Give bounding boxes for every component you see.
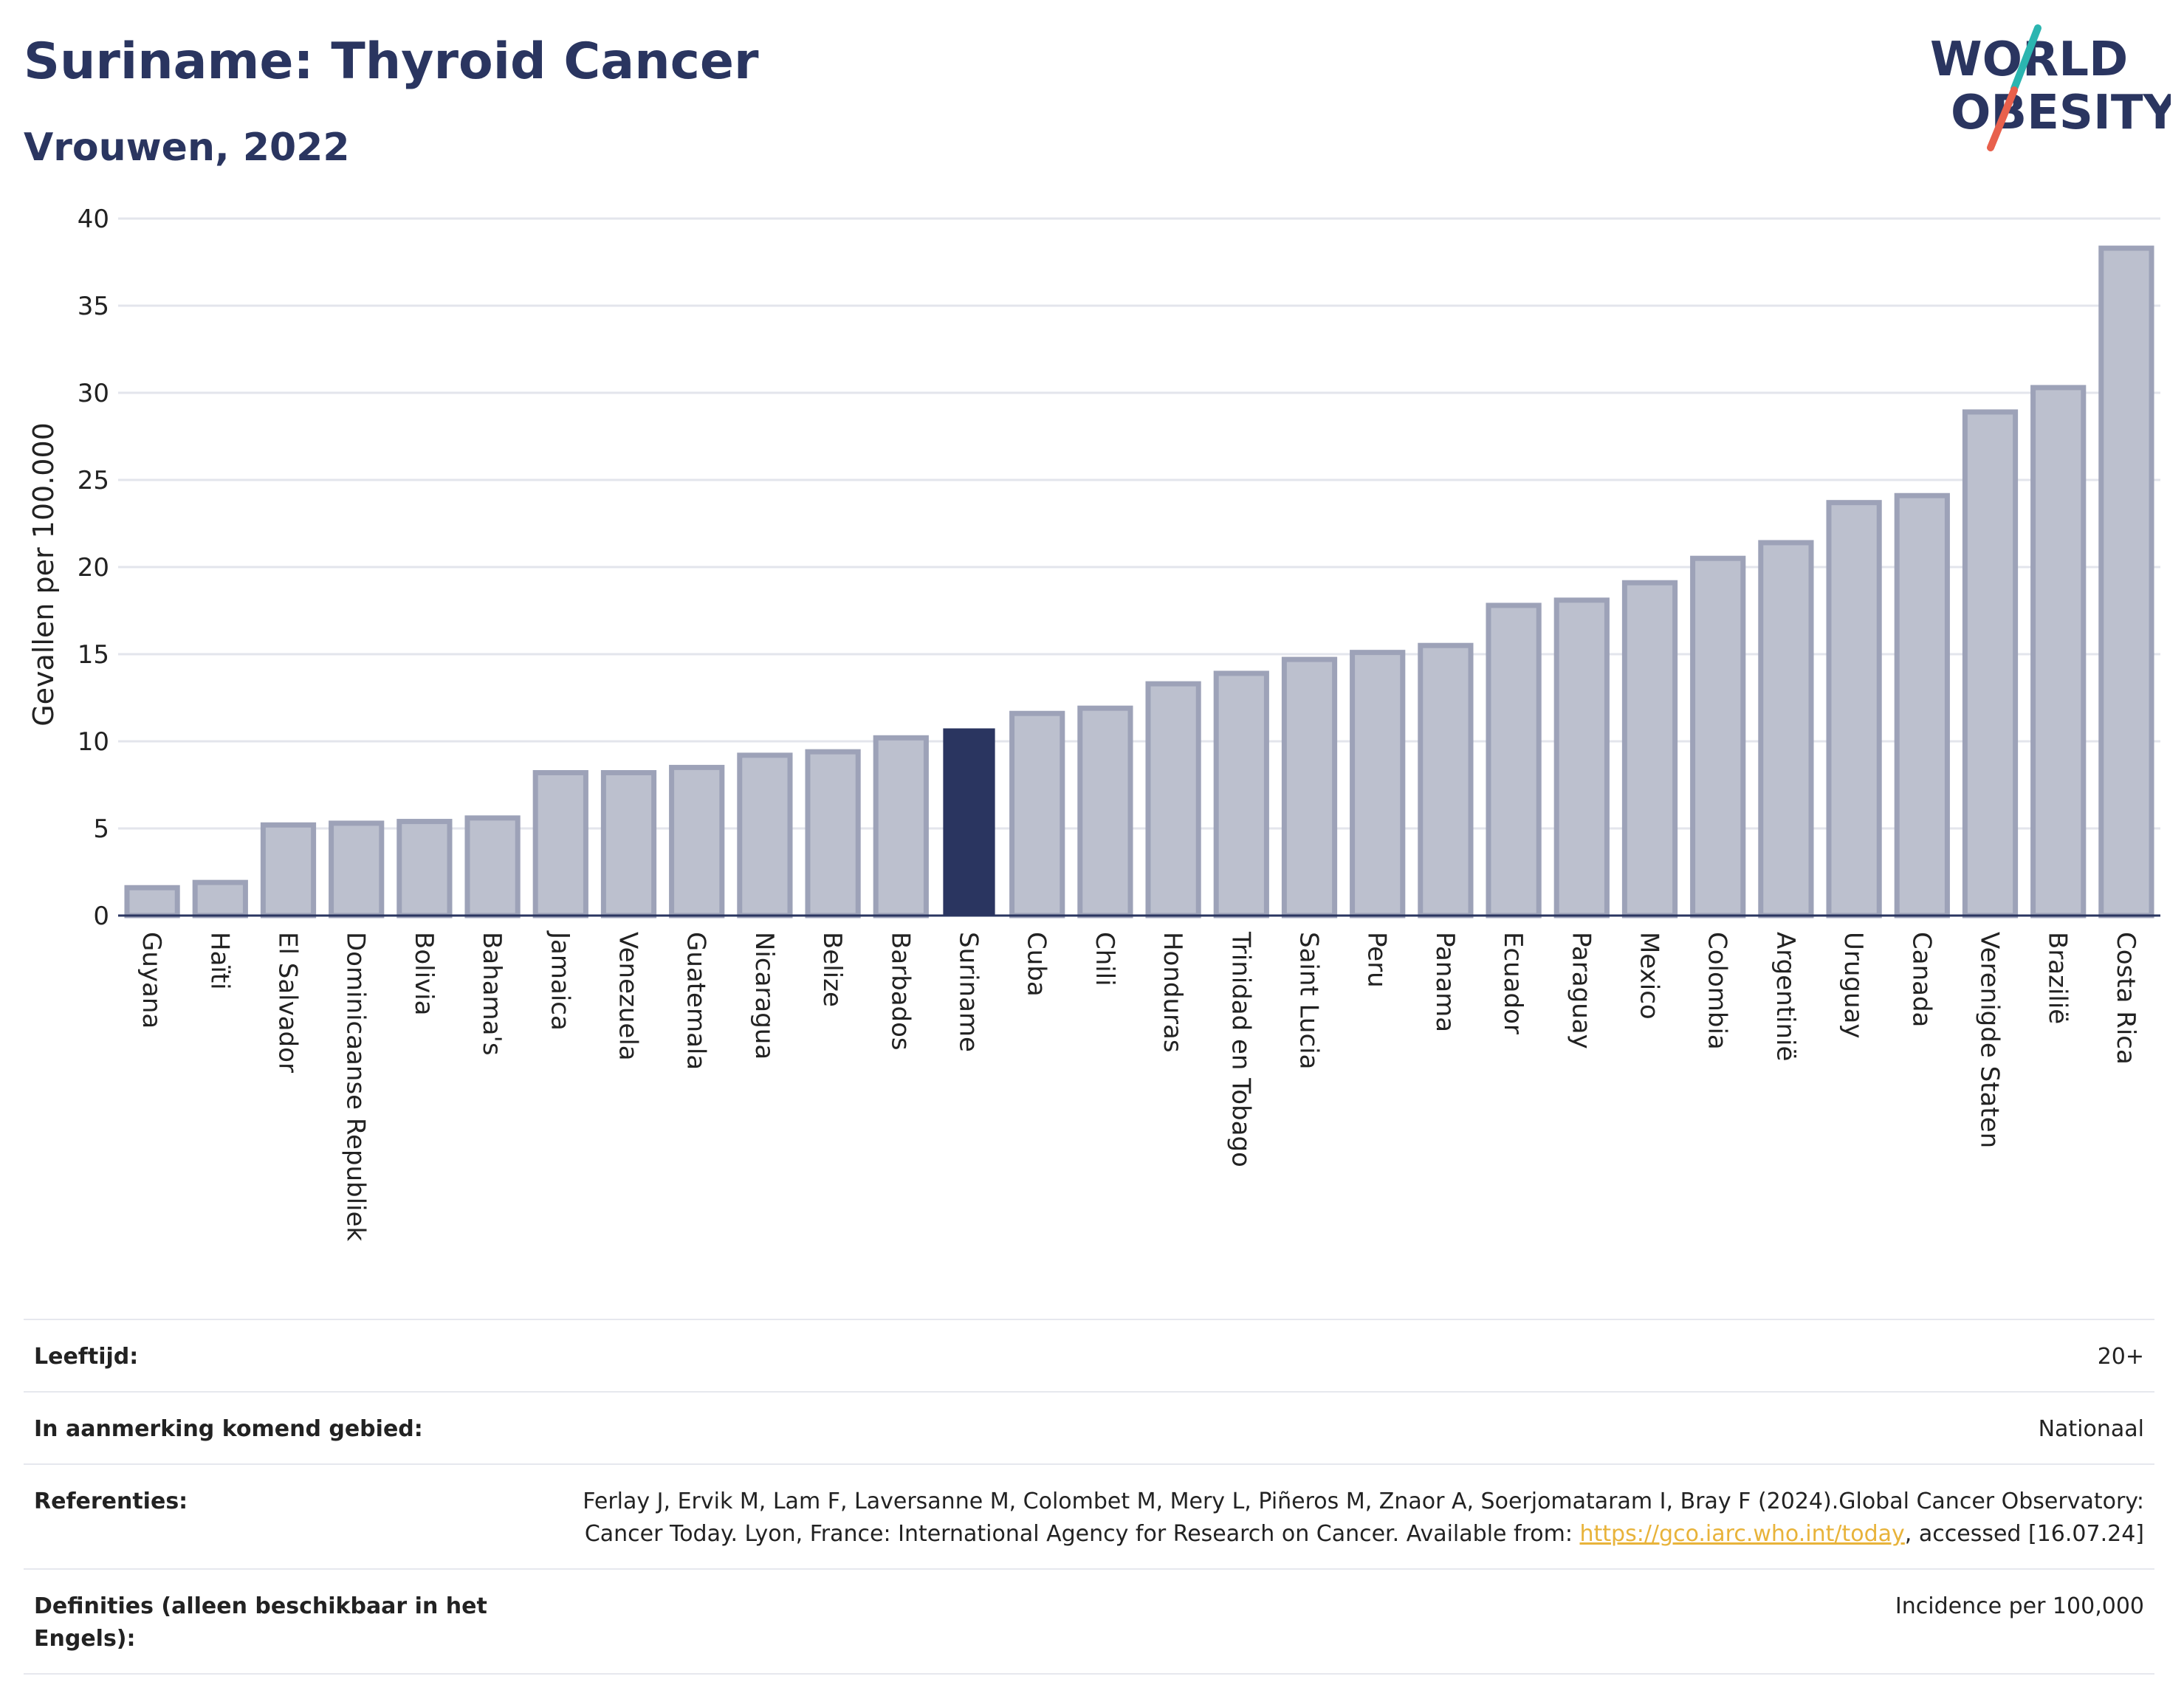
bar-brazili-: [2030, 385, 2087, 919]
meta-ref-label: Referenties:: [34, 1489, 188, 1514]
bar-bolivia: [396, 819, 453, 919]
bar-costa-rica: [2098, 245, 2154, 919]
x-tick-label: Guyana: [137, 932, 166, 1029]
bar-colombia: [1690, 555, 1746, 919]
meta-row-area: In aanmerking komend gebied: Nationaal: [24, 1391, 2154, 1463]
meta-row-definitions: Definities (alleen beschikbaar in het En…: [24, 1568, 2154, 1675]
metadata-table: Leeftijd: 20+ In aanmerking komend gebie…: [24, 1319, 2154, 1675]
bar-mexico: [1621, 580, 1678, 919]
y-tick-label: 5: [93, 814, 109, 844]
bar-nicaragua: [737, 752, 793, 919]
meta-area-label: In aanmerking komend gebied:: [34, 1416, 423, 1442]
bar-saint-lucia: [1281, 656, 1338, 919]
world-obesity-logo: WORLD OBESITY: [1930, 24, 2171, 151]
y-tick-label: 20: [78, 553, 109, 583]
x-tick-label: Paraguay: [1566, 932, 1596, 1049]
bar-verenigde-staten: [1962, 409, 2019, 919]
x-tick-label: Cuba: [1022, 932, 1051, 997]
bar-ha-ti: [192, 879, 248, 919]
bar-venezuela: [600, 769, 657, 919]
reference-link[interactable]: https://gco.iarc.who.int/today: [1579, 1521, 1905, 1547]
x-tick-label: Argentinië: [1771, 932, 1800, 1061]
x-tick-label: Guatemala: [681, 932, 711, 1070]
bar-honduras: [1145, 681, 1201, 919]
meta-area-value: Nationaal: [2038, 1416, 2144, 1442]
x-tick-label: Panama: [1430, 932, 1460, 1032]
logo-slash-teal: [2010, 24, 2042, 92]
bar-suriname: [943, 728, 995, 916]
x-tick-label: Haïti: [205, 932, 234, 990]
bar-cuba: [1009, 710, 1065, 919]
x-tick-label: Brazilië: [2043, 932, 2073, 1024]
bar-guatemala: [669, 764, 725, 919]
bar-chili: [1077, 705, 1133, 919]
y-tick-label: 15: [78, 640, 109, 670]
bar-bahama-s: [464, 815, 521, 919]
chart-subtitle: Vrouwen, 2022: [24, 126, 350, 170]
x-tick-label: Canada: [1906, 932, 1936, 1027]
y-tick-label: 0: [93, 902, 109, 931]
x-tick-label: Dominicaanse Republiek: [341, 932, 371, 1241]
y-tick-label: 40: [78, 205, 109, 234]
x-tick-label: Bolivia: [409, 932, 439, 1015]
x-tick-label: Bahama's: [477, 932, 506, 1056]
x-tick-label: Jamaica: [545, 930, 574, 1031]
bar-el-salvador: [260, 822, 317, 919]
x-tick-label: Suriname: [954, 932, 983, 1052]
meta-age-label: Leeftijd:: [34, 1344, 139, 1370]
y-tick-label: 10: [78, 727, 109, 757]
bars: [124, 245, 2154, 919]
bar-panama: [1418, 642, 1474, 919]
y-tick-label: 30: [78, 379, 109, 408]
chart-title: Suriname: Thyroid Cancer: [24, 32, 759, 91]
bar-barbados: [873, 735, 929, 919]
x-tick-label: Barbados: [885, 932, 915, 1051]
x-tick-label: Honduras: [1158, 932, 1187, 1053]
x-tick-label: Mexico: [1635, 932, 1664, 1020]
y-tick-label: 35: [78, 292, 109, 321]
bar-belize: [805, 749, 861, 919]
x-tick-label: Peru: [1362, 932, 1392, 988]
bar-uruguay: [1826, 500, 1882, 919]
x-tick-label: Trinidad en Tobago: [1226, 931, 1255, 1167]
meta-ref-value: Ferlay J, Ervik M, Lam F, Laversanne M, …: [520, 1486, 2144, 1551]
x-axis-labels: Guyana Haïti El Salvador Dominicaanse Repub…: [137, 930, 2140, 1241]
bar-ecuador: [1486, 602, 1542, 919]
meta-def-value: Incidence per 100,000: [1895, 1593, 2144, 1619]
x-tick-label: Costa Rica: [2111, 932, 2140, 1065]
x-tick-label: Colombia: [1703, 932, 1732, 1050]
bar-paraguay: [1553, 597, 1610, 919]
meta-ref-text: Ferlay J, Ervik M, Lam F, Laversanne M, …: [583, 1489, 2144, 1547]
meta-age-value: 20+: [2097, 1344, 2144, 1370]
bar-chart: 0 5 10 15 20 25 30 35 40 Guyana Haïti El Salvador D…: [27, 205, 2160, 1241]
meta-def-label: Definities (alleen beschikbaar in het En…: [34, 1593, 487, 1652]
x-tick-label: Saint Lucia: [1294, 932, 1324, 1069]
x-tick-label: Nicaragua: [749, 932, 779, 1060]
bar-canada: [1894, 492, 1950, 919]
y-axis-label: Gevallen per 100.000: [27, 422, 60, 727]
x-tick-label: Venezuela: [614, 932, 643, 1061]
y-tick-label: 25: [78, 466, 109, 495]
x-tick-label: Uruguay: [1838, 932, 1868, 1039]
bar-dominicaanse-republiek: [329, 820, 385, 919]
y-axis-ticks: 0 5 10 15 20 25 30 35 40: [78, 205, 109, 931]
bar-guyana: [124, 885, 180, 919]
bar-argentini-: [1758, 540, 1814, 919]
bar-peru: [1350, 650, 1406, 919]
x-tick-label: Chili: [1090, 932, 1119, 986]
logo-slash-coral: [1987, 86, 2018, 151]
x-tick-label: El Salvador: [273, 932, 303, 1073]
logo-line2: OBESITY: [1951, 86, 2171, 140]
bar-jamaica: [532, 769, 588, 919]
meta-row-age: Leeftijd: 20+: [24, 1319, 2154, 1391]
x-tick-label: Ecuador: [1498, 932, 1528, 1034]
bar-trinidad-en-tobago: [1213, 670, 1269, 919]
x-tick-label: Belize: [817, 932, 847, 1007]
meta-row-references: Referenties: Ferlay J, Ervik M, Lam F, L…: [24, 1463, 2154, 1568]
x-tick-label: Verenigde Staten: [1975, 932, 2005, 1148]
meta-ref-accessed: , accessed [16.07.24]: [1904, 1521, 2144, 1547]
